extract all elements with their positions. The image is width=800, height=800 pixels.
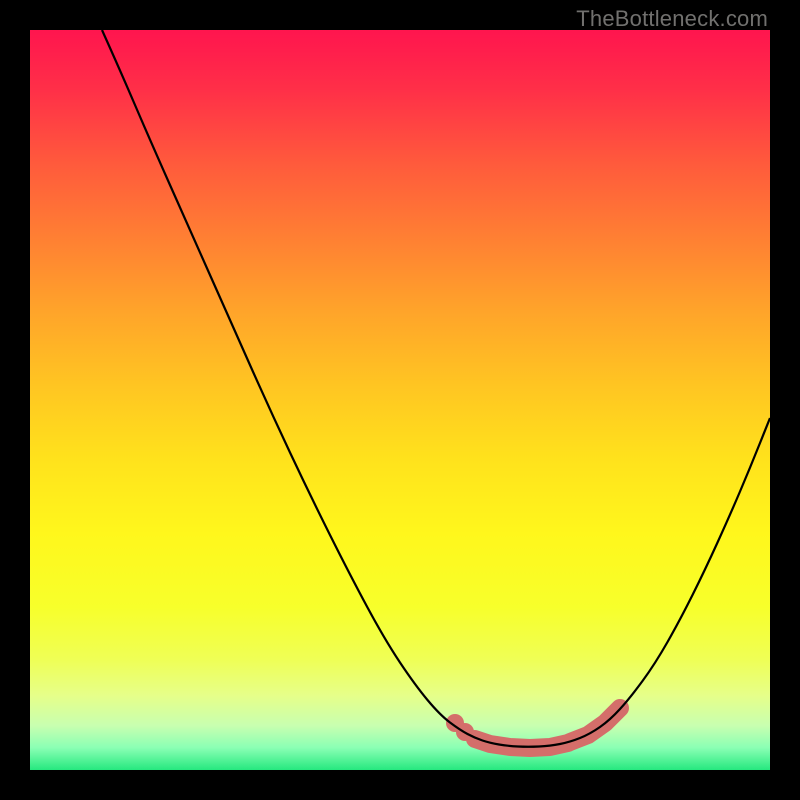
plot-area (30, 30, 770, 770)
bottleneck-curve (30, 30, 770, 770)
watermark-label: TheBottleneck.com (576, 6, 768, 32)
chart-frame: TheBottleneck.com (0, 0, 800, 800)
